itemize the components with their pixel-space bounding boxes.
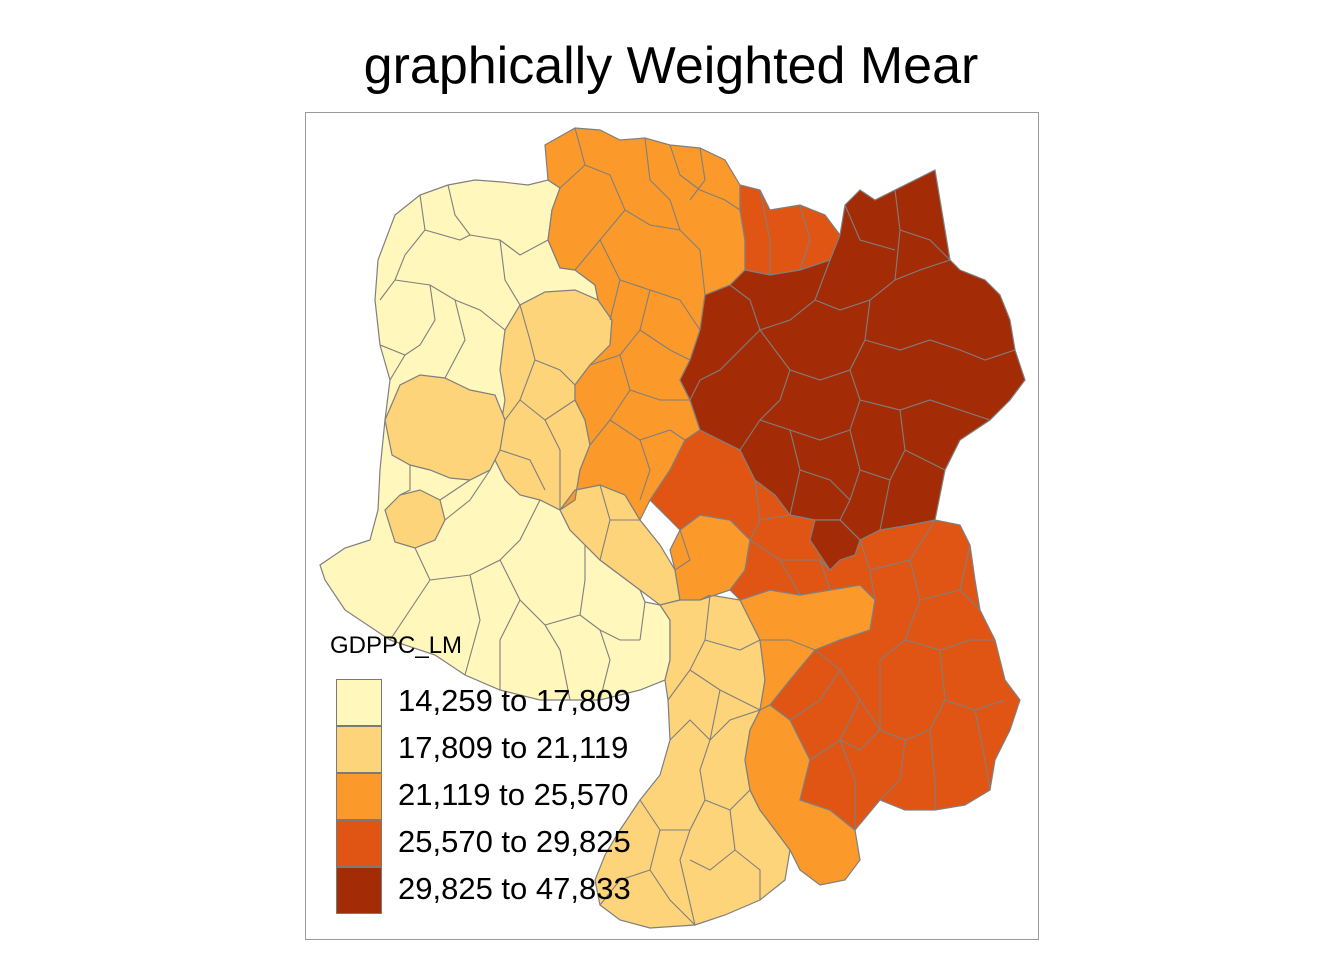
legend-item: 14,259 to 17,809 [336, 679, 696, 726]
legend-item: 21,119 to 25,570 [336, 773, 696, 820]
legend-item: 29,825 to 47,833 [336, 867, 696, 914]
map-frame [305, 112, 1039, 940]
legend-item: 17,809 to 21,119 [336, 726, 696, 773]
legend-swatch [336, 679, 382, 726]
legend-swatch [336, 867, 382, 914]
legend-swatch [336, 820, 382, 867]
legend-label: 29,825 to 47,833 [398, 871, 631, 906]
legend-label: 14,259 to 17,809 [398, 683, 631, 718]
region-dark-south-tip [809, 519, 861, 571]
legend-title: GDPPC_LM [330, 632, 463, 659]
legend-swatch [336, 773, 382, 820]
county-boundaries [379, 127, 1016, 926]
legend-label: 25,570 to 29,825 [398, 824, 631, 859]
legend-label: 21,119 to 25,570 [398, 777, 629, 812]
map-title-container: graphically Weighted Mear [305, 30, 1040, 110]
legend-swatch [336, 726, 382, 773]
legend-item: 25,570 to 29,825 [336, 820, 696, 867]
legend-label: 17,809 to 21,119 [398, 730, 629, 765]
map-title: graphically Weighted Mear [363, 37, 979, 95]
